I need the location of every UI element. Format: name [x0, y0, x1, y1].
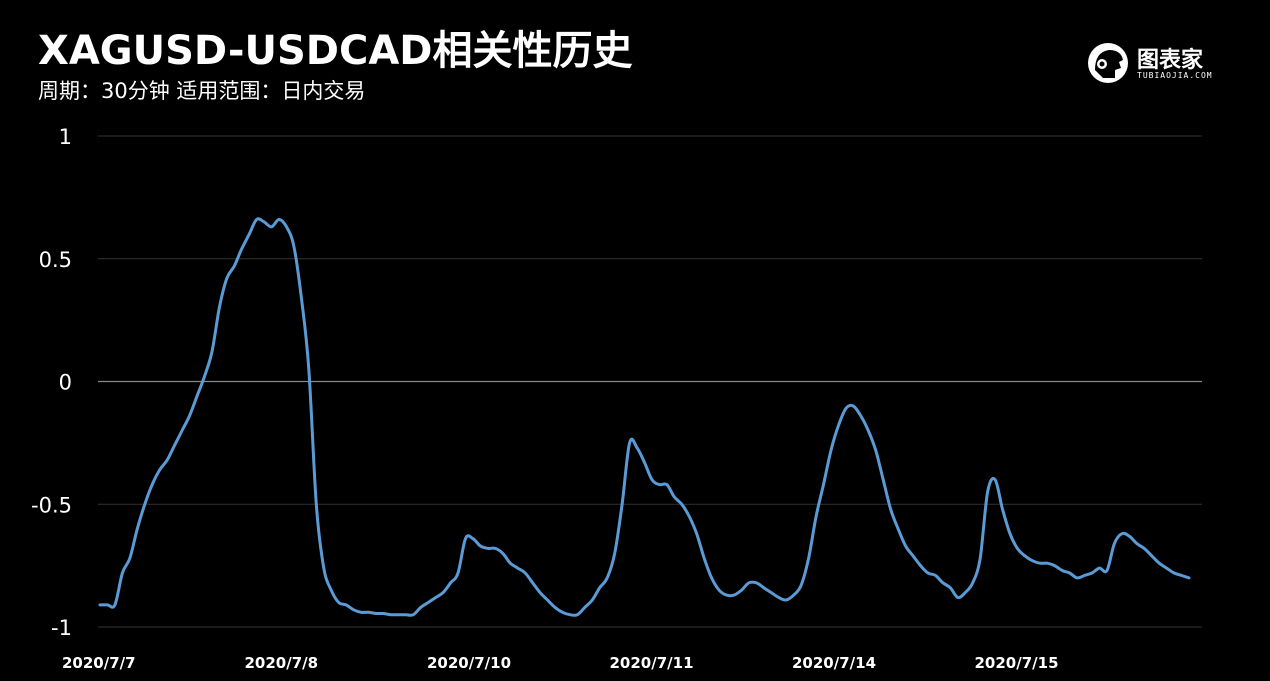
grid-lines [98, 135, 1202, 628]
x-axis-tick-labels: 2020/7/7 2020/7/8 2020/7/10 2020/7/11 2020/7… [62, 654, 1059, 672]
y-tick-label: -0.5 [31, 493, 72, 517]
correlation-series-line [98, 217, 1191, 617]
y-tick-label: 0.5 [39, 248, 72, 272]
y-tick-label: 0 [59, 371, 72, 395]
brand-logo: 图表家 TUBIAOJIA.COM [1085, 40, 1225, 86]
x-tick-label: 2020/7/10 [427, 654, 511, 672]
chart-subtitle: 周期：30分钟 适用范围：日内交易 [38, 79, 366, 103]
y-axis-tick-labels: 1 0.5 0 -0.5 -1 [31, 125, 72, 640]
x-tick-label: 2020/7/7 [62, 654, 136, 672]
x-tick-label: 2020/7/15 [975, 654, 1059, 672]
y-tick-label: -1 [51, 616, 72, 640]
series-layer [98, 217, 1191, 617]
x-tick-label: 2020/7/14 [792, 654, 876, 672]
x-tick-label: 2020/7/8 [245, 654, 319, 672]
brand-name: 图表家 [1137, 48, 1204, 73]
y-tick-label: 1 [59, 125, 72, 149]
brand-domain: TUBIAOJIA.COM [1137, 71, 1213, 80]
chart-title: XAGUSD-USDCAD相关性历史 [38, 28, 633, 74]
robot-head-icon [1088, 43, 1128, 83]
x-tick-label: 2020/7/11 [610, 654, 694, 672]
